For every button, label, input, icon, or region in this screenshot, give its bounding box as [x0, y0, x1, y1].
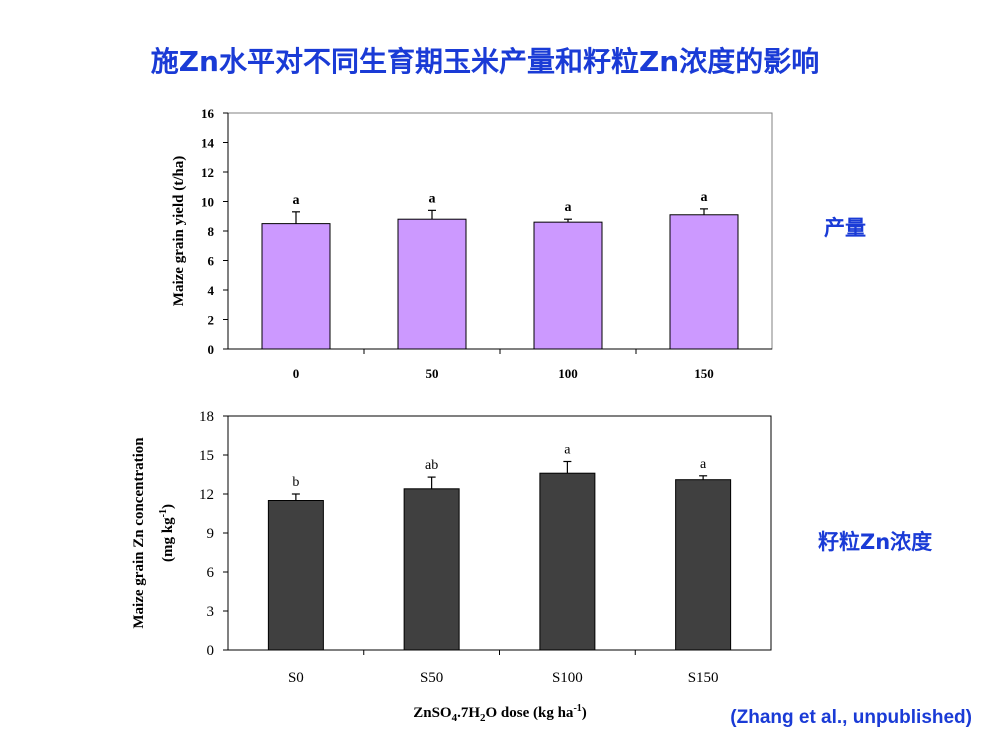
c1-bar [533, 221, 603, 350]
c1-x-tick-label: 50 [426, 366, 439, 381]
c2-y-tick-label: 15 [199, 448, 214, 464]
c1-x-tick-label: 0 [293, 366, 300, 381]
c2-x-tick-label: S0 [288, 670, 304, 686]
c2-y-tick-label: 18 [199, 409, 214, 425]
c2-bar [539, 472, 596, 651]
c1-y-tick-label: 12 [201, 165, 214, 180]
zn-y-axis-label-line2: (mg kg-1) [158, 504, 176, 562]
zn-chart: 0 3 6 9 12 15 18 S0 S50 S100 S150 b ab a a Maize gra… [131, 409, 772, 724]
yield-chart: 0 2 4 6 8 10 12 14 16 0 50 100 150 a a a a Maize grain… [171, 106, 773, 381]
c2-y-tick-label: 6 [207, 565, 215, 581]
c1-significance-letter: a [293, 193, 300, 208]
c1-bar [261, 223, 331, 350]
c1-y-tick-label: 2 [208, 313, 215, 328]
page-title: 施Zn水平对不同生育期玉米产量和籽粒Zn浓度的影响 [150, 45, 820, 78]
c2-significance-letter: b [292, 475, 299, 490]
zn-side-label: 籽粒Zn浓度 [818, 530, 933, 554]
yield-y-axis-label: Maize grain yield (t/ha) [171, 156, 187, 306]
c2-y-tick-label: 12 [199, 487, 214, 503]
c2-y-tick-label: 3 [207, 604, 215, 620]
c1-bar [397, 218, 467, 350]
zn-x-axis-label: ZnSO4.7H2O dose (kg ha-1) [413, 703, 587, 724]
c1-y-tick-label: 10 [201, 195, 214, 210]
c1-y-tick-label: 14 [201, 136, 215, 151]
c1-y-tick-label: 8 [208, 224, 215, 239]
c1-significance-letter: a [701, 190, 708, 205]
c1-bar [669, 214, 739, 350]
c2-significance-letter: a [700, 457, 707, 472]
zn-y-axis-label-line1: Maize grain Zn concentration [131, 437, 147, 629]
c2-significance-letter: a [564, 443, 571, 458]
c2-y-tick-label: 0 [207, 643, 215, 659]
c1-x-tick-label: 150 [694, 366, 714, 381]
c1-significance-letter: a [565, 200, 572, 215]
c2-x-tick-label: S50 [420, 670, 443, 686]
c1-y-tick-label: 6 [208, 254, 215, 269]
c1-significance-letter: a [429, 191, 436, 206]
yield-side-label: 产量 [824, 216, 866, 240]
c2-y-tick-label: 9 [207, 526, 215, 542]
c1-x-tick-label: 100 [558, 366, 578, 381]
c2-bar [267, 500, 324, 651]
c2-bar [675, 479, 732, 651]
c2-x-tick-label: S150 [688, 670, 719, 686]
c2-x-tick-label: S100 [552, 670, 583, 686]
citation: (Zhang et al., unpublished) [730, 707, 972, 728]
c1-y-tick-label: 4 [208, 283, 215, 298]
c2-significance-letter: ab [425, 458, 438, 473]
c2-bar [403, 488, 460, 651]
c1-y-tick-label: 0 [208, 342, 215, 357]
c1-y-tick-label: 16 [201, 106, 215, 121]
